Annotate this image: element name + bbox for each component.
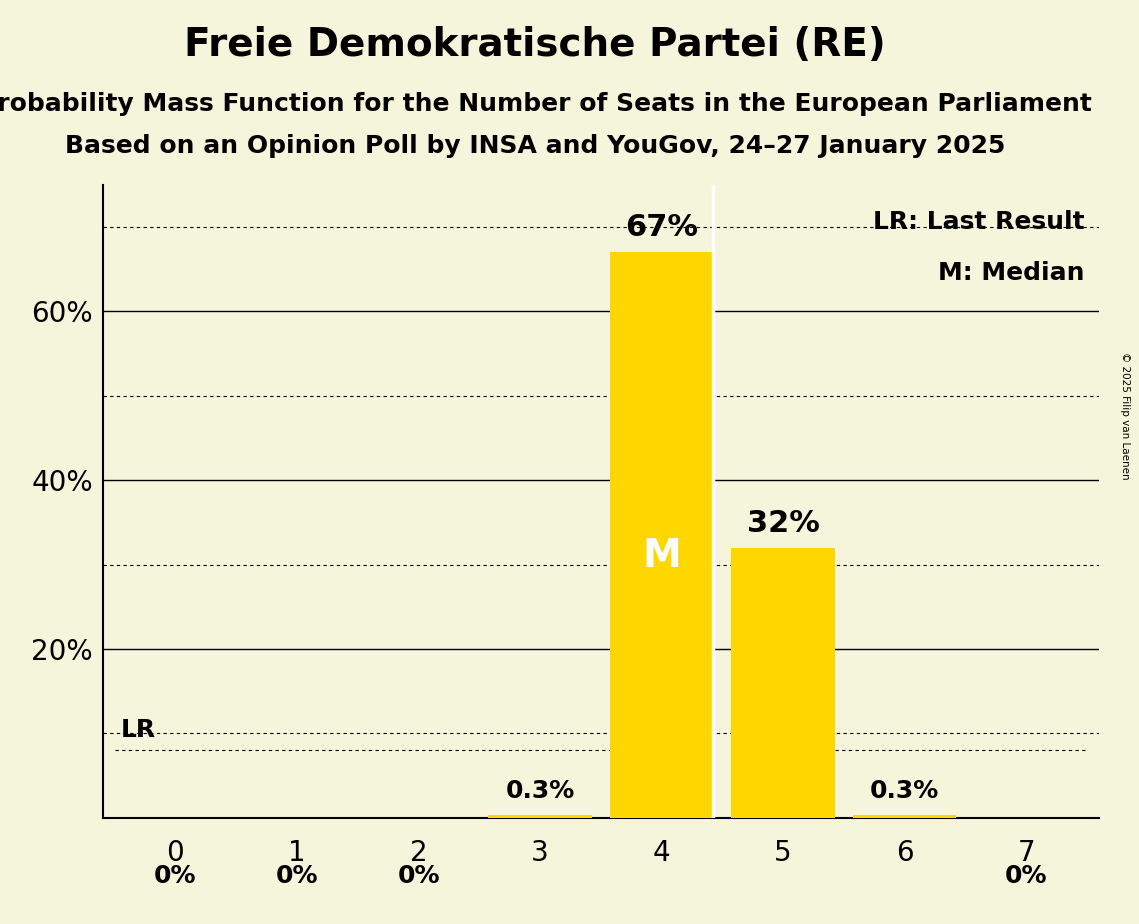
Text: © 2025 Filip van Laenen: © 2025 Filip van Laenen	[1121, 352, 1130, 480]
Text: 0%: 0%	[398, 864, 440, 888]
Bar	[731, 548, 835, 818]
Text: LR: Last Result: LR: Last Result	[872, 210, 1084, 234]
Bar	[611, 252, 713, 818]
Text: 0.3%: 0.3%	[870, 779, 940, 803]
Text: 0%: 0%	[276, 864, 318, 888]
Text: Based on an Opinion Poll by INSA and YouGov, 24–27 January 2025: Based on an Opinion Poll by INSA and You…	[65, 134, 1006, 158]
Text: Probability Mass Function for the Number of Seats in the European Parliament: Probability Mass Function for the Number…	[0, 92, 1092, 116]
Text: 0.3%: 0.3%	[506, 779, 575, 803]
Text: 67%: 67%	[625, 213, 698, 242]
Text: LR: LR	[121, 718, 156, 742]
Text: 0%: 0%	[154, 864, 197, 888]
Text: M: Median: M: Median	[937, 261, 1084, 285]
Bar	[853, 815, 957, 818]
Text: 32%: 32%	[747, 508, 820, 538]
Text: 0%: 0%	[1005, 864, 1048, 888]
Bar	[489, 815, 591, 818]
Text: Freie Demokratische Partei (RE): Freie Demokratische Partei (RE)	[185, 26, 886, 64]
Text: M: M	[642, 537, 681, 575]
